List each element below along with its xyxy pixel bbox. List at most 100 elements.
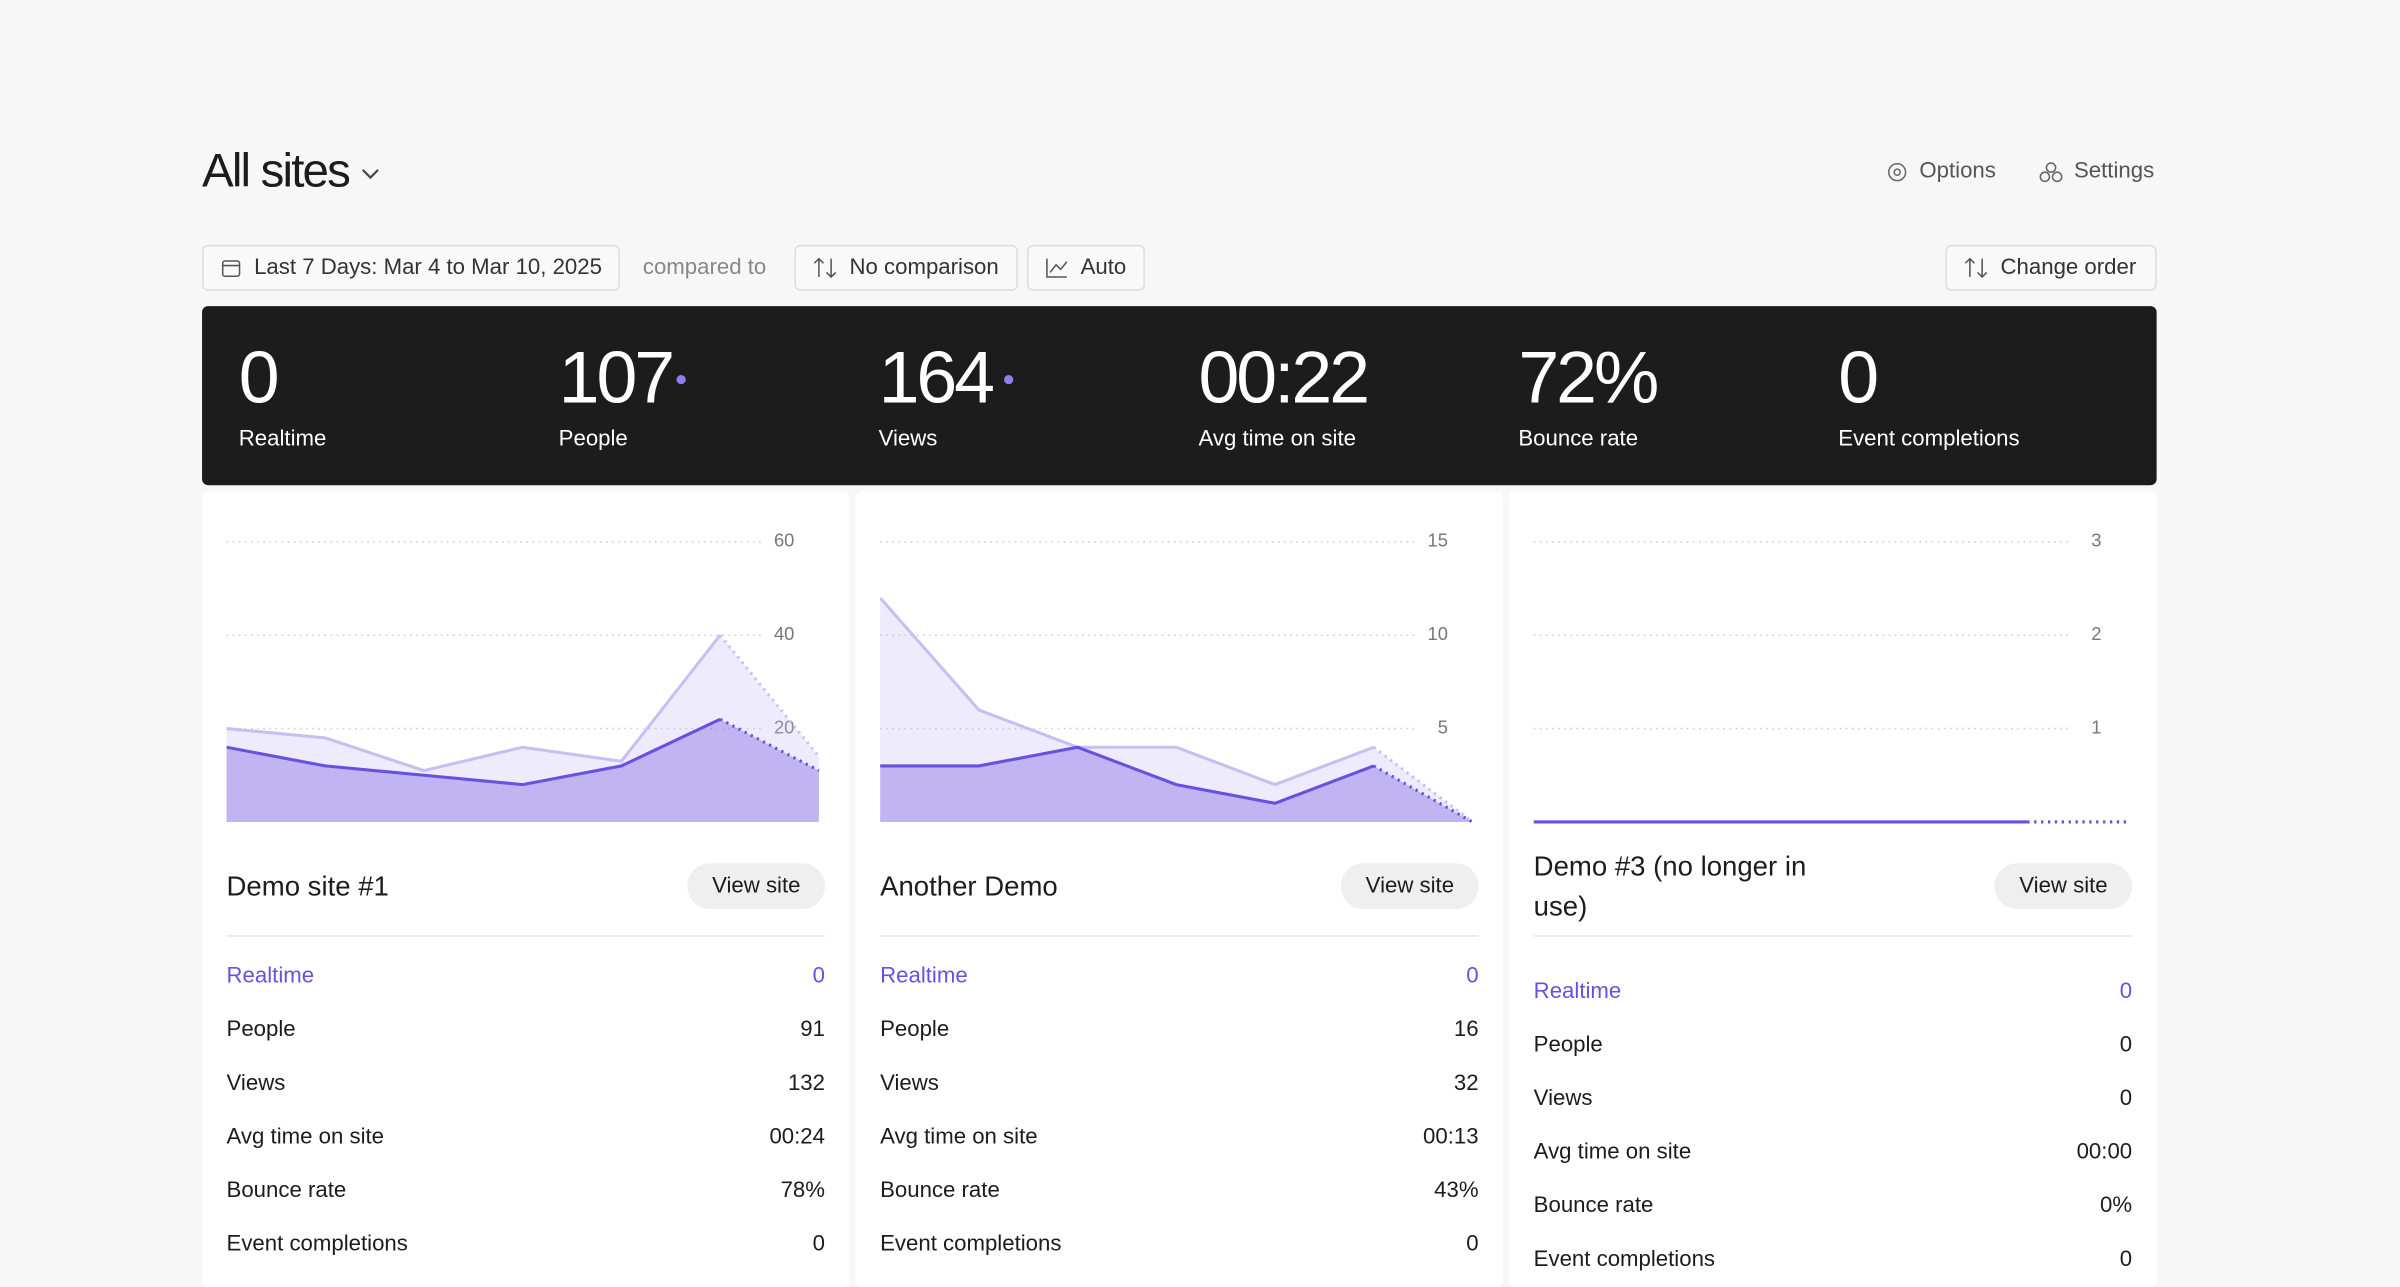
- area-fill: [226, 719, 819, 822]
- interval-text[interactable]: Auto: [1080, 255, 1127, 281]
- stats-list: Realtime 0 People 16 Views 32 Avg time on site…: [856, 949, 1479, 1271]
- settings-icon: [2039, 161, 2063, 182]
- comparison-button[interactable]: No comparison: [794, 244, 1018, 291]
- line: [880, 596, 1375, 787]
- stat-label: Views: [1533, 1085, 1593, 1111]
- stat-label: Views: [226, 1070, 286, 1096]
- stat-value: 78%: [780, 1177, 825, 1203]
- line: [226, 717, 721, 787]
- y-tick-label: 60: [774, 530, 794, 551]
- card-header: Demo site #1 View site: [226, 837, 825, 937]
- y-tick-label: 2: [2091, 623, 2101, 644]
- stat-value: 0: [2119, 1032, 2133, 1057]
- stat-value: 00:13: [1423, 1124, 1479, 1149]
- view-site-button[interactable]: View site: [1994, 863, 2133, 910]
- stat-label: Event completions: [1533, 1246, 1716, 1272]
- stat-label: People: [1533, 1032, 1603, 1057]
- y-tick-label: 5: [1438, 716, 1448, 737]
- change-order-button[interactable]: Change order: [1945, 244, 2157, 291]
- stats-list: Realtime 0 People 0 Views 0 Avg time on site 00…: [1509, 964, 2132, 1285]
- settings-link[interactable]: Settings: [2039, 159, 2155, 184]
- stat-label: Bounce rate: [880, 1177, 1000, 1203]
- trend-dot: [676, 374, 686, 385]
- site-card: 1 2 3 Demo #3 (no longer in use) View site Re…: [1509, 491, 2157, 1287]
- stat-value: 32: [1453, 1070, 1479, 1096]
- stat-row: Bounce rate 78%: [227, 1163, 825, 1217]
- chart-icon: [1046, 258, 1068, 278]
- summary-bar: 0 Realtime 107 People 164 Views 00:22 Avg time …: [202, 306, 2157, 486]
- summary-value: 107: [558, 338, 675, 420]
- site-chart: 1 2 3: [1533, 530, 2127, 824]
- line-partial: [719, 717, 820, 772]
- stat-value: 91: [800, 1017, 825, 1042]
- compared-to-label: compared to: [642, 255, 767, 281]
- comparison-text[interactable]: No comparison: [849, 255, 999, 281]
- summary-value: 00:22: [1198, 338, 1370, 420]
- date-range-text[interactable]: Last 7 Days: Mar 4 to Mar 10, 2025: [254, 255, 602, 281]
- stat-value: 132: [787, 1070, 825, 1096]
- area-fill: [226, 635, 819, 822]
- stat-row: Views 132: [227, 1056, 825, 1110]
- line: [880, 745, 1375, 805]
- options-text[interactable]: Options: [1919, 159, 1996, 184]
- card-header: Demo #3 (no longer in use) View site: [1533, 837, 2133, 937]
- summary-label: Avg time on site: [1198, 427, 1356, 452]
- card-header: Another Demo View site: [880, 837, 1479, 937]
- y-tick-label: 15: [1428, 530, 1448, 551]
- page-title[interactable]: All sites: [202, 144, 382, 199]
- line-partial: [1372, 764, 1474, 824]
- stat-row: Avg time on site 00:24: [227, 1110, 825, 1164]
- options-link[interactable]: Options: [1886, 159, 1996, 184]
- stat-value: 0: [812, 1231, 825, 1256]
- stat-label: People: [880, 1017, 950, 1042]
- stat-label: Realtime: [880, 963, 968, 989]
- trend-dot: [1004, 374, 1014, 385]
- stat-label: Event completions: [226, 1231, 408, 1256]
- summary-label: Bounce rate: [1518, 427, 1639, 452]
- stat-row: Views 32: [880, 1056, 1478, 1110]
- stat-value: 16: [1453, 1017, 1479, 1042]
- stat-label: Avg time on site: [226, 1124, 385, 1149]
- view-site-button[interactable]: View site: [687, 863, 825, 910]
- stat-value: 0: [2119, 1246, 2133, 1272]
- stat-label: Realtime: [1533, 978, 1622, 1004]
- site-name: Another Demo: [880, 870, 1058, 902]
- stat-row: People 0: [1534, 1018, 2132, 1072]
- compare-icon: [813, 257, 837, 279]
- stat-row: Realtime 0: [1534, 964, 2132, 1018]
- date-range-button[interactable]: Last 7 Days: Mar 4 to Mar 10, 2025: [202, 244, 621, 291]
- stat-label: Views: [880, 1070, 939, 1096]
- view-site-button[interactable]: View site: [1341, 863, 1479, 910]
- stat-label: Avg time on site: [1533, 1139, 1692, 1165]
- summary-value: 0: [238, 338, 280, 420]
- stat-label: Event completions: [880, 1231, 1062, 1256]
- stat-label: Bounce rate: [1533, 1193, 1654, 1218]
- stat-row: Bounce rate 0%: [1534, 1179, 2132, 1233]
- y-tick-label: 3: [2091, 530, 2101, 551]
- y-tick-label: 40: [774, 623, 794, 644]
- stat-label: Realtime: [226, 963, 315, 989]
- stat-value: 0: [1466, 1231, 1479, 1256]
- settings-text[interactable]: Settings: [2073, 159, 2155, 184]
- stat-row: Event completions 0: [227, 1217, 825, 1271]
- stat-row: People 91: [227, 1003, 825, 1057]
- summary-label: Views: [878, 427, 938, 452]
- summary-value: 0: [1838, 338, 1879, 420]
- sort-icon: [1964, 257, 1988, 279]
- stats-list: Realtime 0 People 91 Views 132 Avg time on sit…: [202, 949, 825, 1270]
- site-name: Demo site #1: [226, 870, 389, 902]
- change-order-text[interactable]: Change order: [2000, 255, 2137, 281]
- stat-row: People 16: [880, 1003, 1478, 1057]
- line: [226, 634, 722, 773]
- stat-value: 43%: [1434, 1177, 1479, 1203]
- stat-value: 0: [2119, 1085, 2133, 1111]
- summary-label: Event completions: [1838, 427, 2020, 452]
- title-text[interactable]: All sites: [202, 143, 351, 198]
- stat-row: Event completions 0: [880, 1217, 1478, 1271]
- interval-button[interactable]: Auto: [1027, 244, 1145, 291]
- stat-value: 0%: [2100, 1193, 2133, 1218]
- stat-value: 00:00: [2076, 1139, 2133, 1165]
- stat-label: Bounce rate: [226, 1177, 347, 1203]
- stat-row: Avg time on site 00:13: [880, 1110, 1478, 1164]
- site-chart: 5 10 15: [880, 530, 1474, 824]
